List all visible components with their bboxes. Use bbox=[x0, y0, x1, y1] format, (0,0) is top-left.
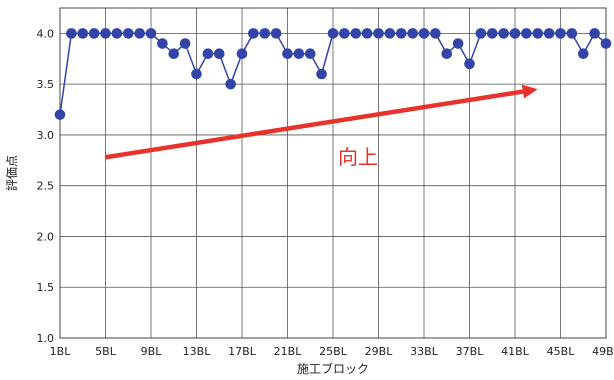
data-point bbox=[498, 28, 509, 39]
trend-arrow-shaft bbox=[105, 89, 524, 160]
x-tick-label: 45BL bbox=[547, 345, 576, 358]
data-point bbox=[191, 68, 202, 80]
x-tick-label: 5BL bbox=[95, 345, 117, 358]
data-point bbox=[441, 48, 453, 59]
annotation-layer: 向上 bbox=[105, 84, 538, 169]
data-point bbox=[259, 28, 271, 39]
x-tick-label: 37BL bbox=[456, 345, 485, 358]
data-point bbox=[145, 28, 157, 39]
data-point bbox=[111, 28, 123, 39]
data-point bbox=[179, 38, 191, 49]
x-tick-label: 29BL bbox=[365, 345, 394, 358]
data-point bbox=[304, 48, 316, 59]
data-point bbox=[122, 28, 134, 39]
data-point bbox=[543, 28, 555, 39]
data-point bbox=[555, 28, 566, 39]
data-point bbox=[532, 28, 544, 39]
data-point bbox=[327, 28, 339, 39]
data-point bbox=[54, 109, 66, 120]
x-tick-label: 9BL bbox=[141, 345, 163, 358]
x-tick-label: 49BL bbox=[592, 345, 614, 358]
data-point bbox=[486, 28, 498, 39]
data-point bbox=[270, 28, 282, 39]
data-point bbox=[509, 28, 521, 39]
x-axis-title: 施工ブロック bbox=[297, 361, 369, 376]
data-point bbox=[316, 68, 327, 80]
data-point bbox=[361, 28, 373, 39]
data-point bbox=[350, 28, 362, 39]
data-point bbox=[384, 28, 396, 39]
data-point bbox=[282, 48, 293, 59]
x-tick-labels: 1BL 5BL 9BL 13BL 17BL 21BL 25BL 29BL 33BL 37BL 41B… bbox=[50, 345, 614, 358]
data-point bbox=[213, 48, 225, 59]
data-point bbox=[202, 48, 214, 59]
x-tick-label: 13BL bbox=[183, 345, 212, 358]
plot-frame bbox=[59, 7, 607, 339]
data-point bbox=[66, 28, 77, 39]
data-point bbox=[475, 28, 487, 39]
data-point bbox=[589, 28, 600, 39]
annotation-label: 向上 bbox=[338, 145, 378, 169]
data-point bbox=[464, 58, 475, 70]
data-point bbox=[77, 28, 89, 39]
series-layer bbox=[54, 28, 612, 120]
x-tick-label: 21BL bbox=[274, 345, 303, 358]
trend-arrow-head bbox=[521, 84, 538, 99]
y-tick-label: 3.0 bbox=[37, 129, 55, 142]
y-tick-label: 1.5 bbox=[37, 281, 55, 294]
data-point bbox=[600, 38, 612, 49]
data-point bbox=[293, 48, 305, 59]
data-point bbox=[577, 48, 589, 59]
data-point bbox=[339, 28, 350, 39]
data-point bbox=[168, 48, 180, 59]
y-tick-label: 2.5 bbox=[37, 180, 55, 193]
y-tick-label: 4.0 bbox=[37, 27, 55, 40]
data-point bbox=[407, 28, 418, 39]
data-point bbox=[88, 28, 100, 39]
data-point bbox=[430, 28, 441, 39]
y-tick-label: 2.0 bbox=[37, 230, 55, 243]
data-point bbox=[248, 28, 259, 39]
data-point bbox=[418, 28, 430, 39]
y-axis-title: 評価点 bbox=[4, 155, 19, 191]
data-point bbox=[157, 38, 168, 49]
x-tick-label: 25BL bbox=[319, 345, 348, 358]
y-tick-label: 1.0 bbox=[37, 332, 55, 345]
data-point bbox=[100, 28, 111, 39]
y-tick-labels: 1.0 1.5 2.0 2.5 3.0 3.5 4.0 bbox=[37, 27, 55, 345]
x-tick-label: 1BL bbox=[50, 345, 72, 358]
data-point bbox=[134, 28, 145, 39]
data-point bbox=[373, 28, 384, 39]
data-point bbox=[521, 28, 532, 39]
data-point bbox=[566, 28, 578, 39]
data-point bbox=[452, 38, 464, 49]
x-gridlines bbox=[59, 8, 607, 338]
data-point bbox=[236, 48, 248, 59]
y-tick-label: 3.5 bbox=[37, 78, 55, 91]
x-tick-label: 17BL bbox=[228, 345, 257, 358]
x-tick-label: 33BL bbox=[410, 345, 439, 358]
data-point bbox=[225, 78, 236, 90]
data-point bbox=[395, 28, 407, 39]
x-tick-label: 41BL bbox=[501, 345, 530, 358]
